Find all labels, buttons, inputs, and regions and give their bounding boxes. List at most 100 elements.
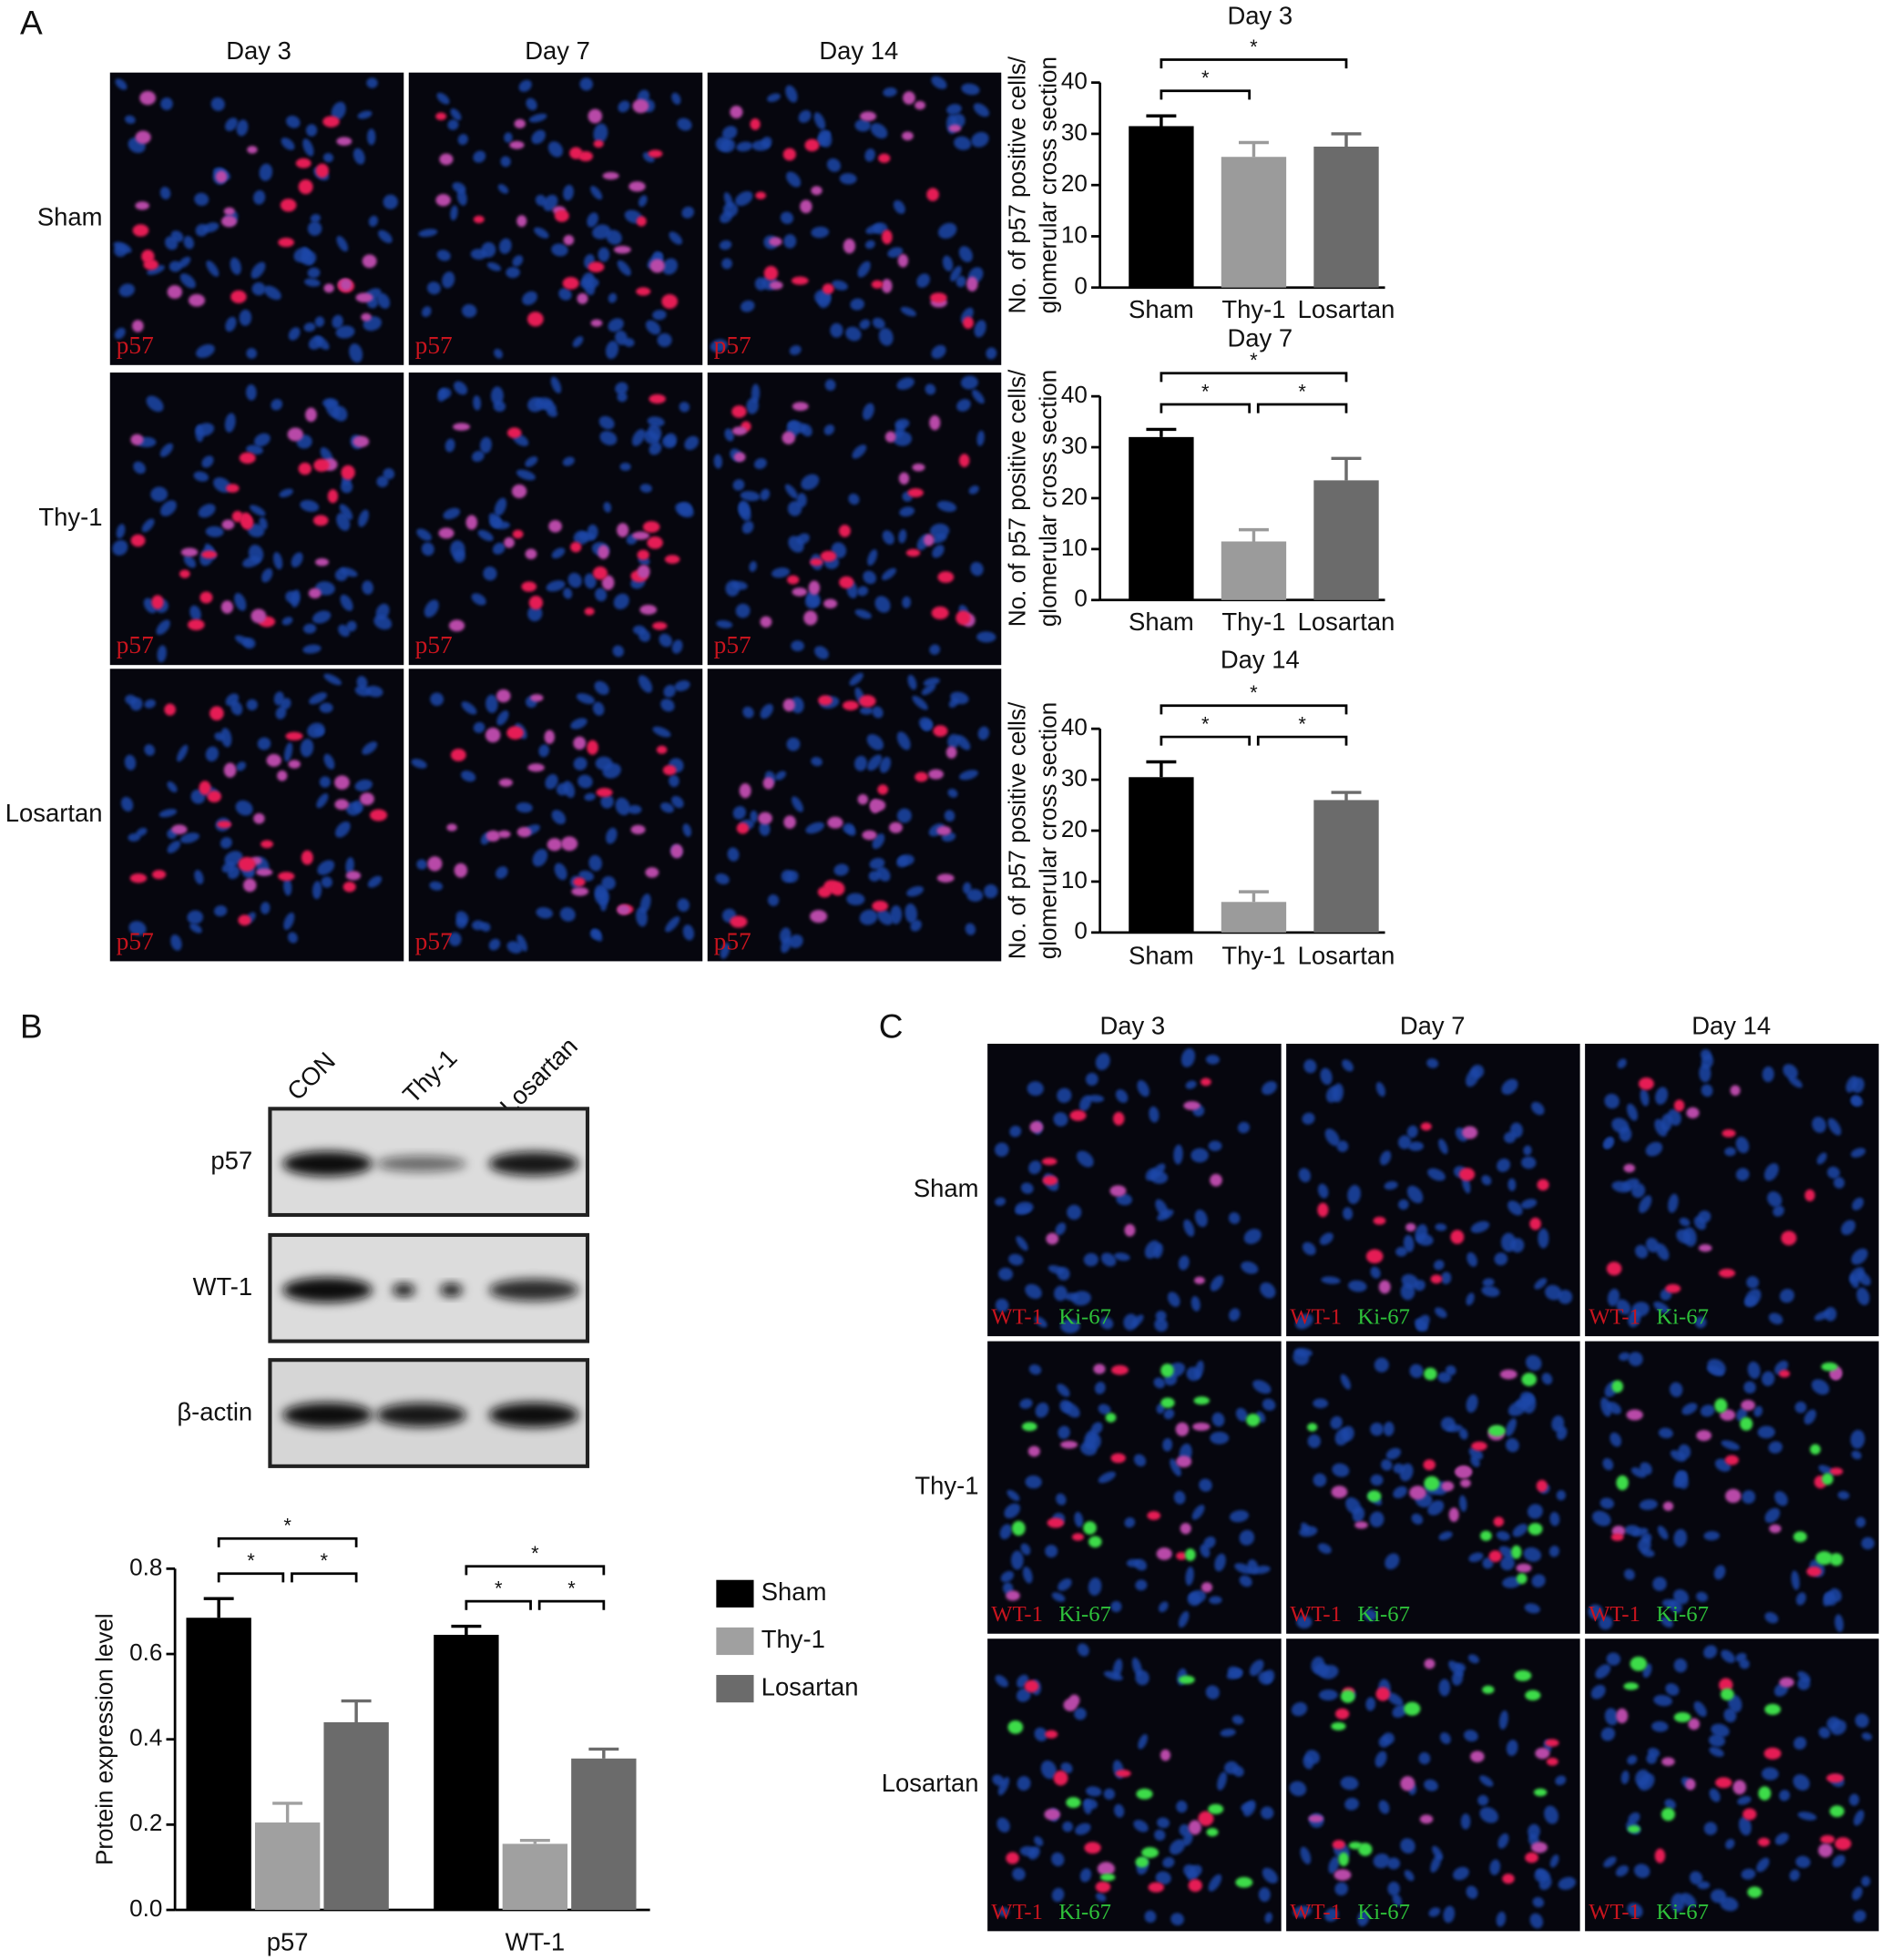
nucleus bbox=[818, 290, 832, 309]
nucleus bbox=[1635, 1244, 1649, 1259]
micrograph bbox=[1585, 1341, 1879, 1634]
nucleus bbox=[1155, 1199, 1169, 1218]
x-tick-label: Thy-1 bbox=[1221, 295, 1285, 323]
nucleus bbox=[1057, 1383, 1070, 1397]
nucleus bbox=[1194, 1360, 1204, 1379]
nucleus bbox=[1169, 1839, 1186, 1855]
significance-label: * bbox=[1201, 66, 1210, 89]
y-axis-label: glomerular cross section bbox=[1035, 370, 1062, 627]
nucleus bbox=[856, 586, 869, 597]
nucleus bbox=[1199, 1478, 1212, 1492]
nucleus bbox=[1241, 1802, 1254, 1812]
nucleus bbox=[906, 885, 924, 897]
significance-label: * bbox=[1250, 681, 1258, 704]
nucleus bbox=[1711, 1723, 1730, 1738]
nucleus bbox=[1793, 1774, 1810, 1791]
nucleus bbox=[1401, 1273, 1419, 1289]
nucleus bbox=[977, 726, 989, 740]
stained-nucleus bbox=[427, 856, 443, 872]
ki67-nucleus bbox=[1487, 1424, 1506, 1437]
nucleus bbox=[1243, 1229, 1262, 1244]
nucleus bbox=[563, 781, 576, 799]
nucleus bbox=[1699, 1064, 1711, 1083]
micrograph bbox=[408, 72, 703, 365]
stained-nucleus bbox=[571, 886, 589, 896]
significance-label: * bbox=[1250, 349, 1258, 372]
nucleus bbox=[1369, 1511, 1384, 1527]
stained-nucleus bbox=[361, 312, 372, 322]
nucleus bbox=[1400, 1838, 1415, 1854]
nucleus bbox=[281, 617, 293, 626]
nucleus bbox=[760, 703, 773, 720]
nucleus bbox=[1258, 1671, 1272, 1685]
nucleus bbox=[1832, 1854, 1845, 1868]
nucleus bbox=[1735, 1652, 1747, 1662]
nucleus bbox=[224, 413, 236, 433]
nucleus bbox=[543, 194, 558, 211]
nucleus bbox=[310, 214, 321, 223]
nucleus bbox=[225, 117, 238, 131]
nucleus bbox=[1083, 1252, 1098, 1267]
stained-nucleus bbox=[1424, 1659, 1436, 1669]
nucleus bbox=[485, 694, 498, 713]
stained-nucleus bbox=[504, 536, 515, 548]
column-header: Day 7 bbox=[525, 36, 590, 65]
nucleus bbox=[1453, 1866, 1469, 1881]
nucleus bbox=[1851, 1450, 1862, 1460]
nucleus bbox=[1498, 1710, 1508, 1730]
nucleus bbox=[1301, 1522, 1310, 1533]
nucleus bbox=[997, 1777, 1010, 1796]
stained-nucleus bbox=[560, 836, 578, 852]
nucleus bbox=[727, 847, 740, 862]
row-label: Losartan bbox=[5, 799, 103, 827]
nucleus bbox=[1220, 1729, 1236, 1737]
nucleus bbox=[261, 902, 271, 914]
nucleus bbox=[562, 456, 575, 466]
stained-nucleus bbox=[151, 595, 164, 609]
stained-nucleus bbox=[1409, 1485, 1426, 1500]
ki67-nucleus bbox=[1482, 1685, 1495, 1694]
nucleus bbox=[1703, 1822, 1718, 1835]
nucleus bbox=[669, 774, 679, 788]
nucleus bbox=[1599, 1616, 1613, 1630]
nucleus bbox=[732, 806, 747, 820]
stained-nucleus bbox=[1095, 1881, 1111, 1893]
nucleus bbox=[1406, 1125, 1418, 1138]
nucleus bbox=[479, 436, 492, 454]
stained-nucleus bbox=[1661, 1757, 1675, 1767]
nucleus bbox=[1237, 1121, 1250, 1134]
bar bbox=[1221, 157, 1287, 288]
stained-nucleus bbox=[1460, 1478, 1471, 1488]
nucleus bbox=[1438, 1138, 1448, 1155]
y-tick-label: 0.2 bbox=[129, 1809, 162, 1836]
nucleus bbox=[1850, 1429, 1865, 1449]
nucleus bbox=[971, 131, 989, 148]
nucleus bbox=[976, 430, 985, 446]
nucleus bbox=[1479, 1775, 1494, 1787]
nucleus bbox=[1721, 1440, 1740, 1451]
bar bbox=[571, 1758, 637, 1911]
nucleus bbox=[1628, 1310, 1641, 1328]
nucleus bbox=[220, 837, 232, 849]
stained-nucleus bbox=[516, 826, 532, 838]
ki67-nucleus bbox=[1525, 1689, 1541, 1701]
stained-nucleus bbox=[1194, 1276, 1205, 1284]
stained-nucleus bbox=[750, 117, 761, 130]
nucleus bbox=[603, 502, 612, 513]
nucleus bbox=[150, 486, 169, 502]
nucleus bbox=[1635, 1769, 1650, 1787]
nucleus bbox=[1262, 1081, 1277, 1096]
nucleus bbox=[721, 126, 738, 140]
nucleus bbox=[613, 593, 629, 610]
nucleus bbox=[1611, 1118, 1630, 1134]
nucleus bbox=[146, 395, 164, 413]
stained-nucleus bbox=[1516, 1563, 1532, 1573]
nucleus bbox=[1239, 1529, 1255, 1546]
nucleus bbox=[601, 876, 616, 890]
nucleus bbox=[929, 644, 941, 655]
nucleus bbox=[1025, 1475, 1042, 1489]
nucleus bbox=[1415, 1314, 1430, 1332]
nucleus bbox=[1432, 1845, 1444, 1860]
nucleus bbox=[801, 474, 820, 490]
nucleus bbox=[896, 377, 914, 390]
